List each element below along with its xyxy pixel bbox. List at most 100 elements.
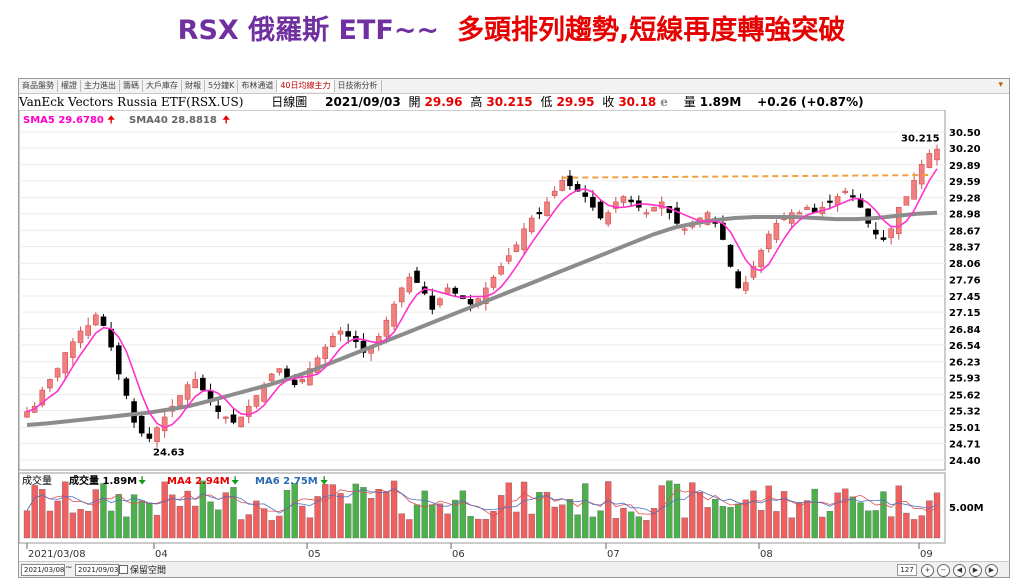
candle-body [406, 276, 413, 293]
zoom-out-icon[interactable]: − [937, 564, 950, 577]
price-tick: 28.67 [949, 226, 981, 237]
tab-5[interactable]: 財報 [182, 80, 205, 92]
volume-bar [926, 500, 933, 539]
volume-label: 量 [683, 95, 696, 109]
price-tick: 27.15 [949, 308, 981, 319]
tab-2[interactable]: 主力進出 [81, 80, 120, 92]
volume-bar [215, 509, 222, 539]
candle-body [70, 341, 76, 358]
tab-1[interactable]: 權證 [58, 80, 81, 92]
tab-7[interactable]: 布林通道 [238, 80, 278, 92]
volume-bar [459, 490, 467, 539]
reserve-space-checkbox[interactable] [119, 565, 128, 574]
candle-body [528, 217, 535, 233]
candle-body [827, 200, 833, 203]
candle-body [24, 411, 30, 418]
date-tick: 06 [452, 549, 465, 560]
sma40-arrow-icon: 🠉 [222, 115, 230, 126]
tab-6[interactable]: 5分鐘K [205, 80, 239, 92]
volume-bar [497, 495, 505, 539]
volume-bar [322, 484, 329, 539]
candle-body [903, 196, 910, 206]
price-chart[interactable]: 30.50 30.20 29.89 29.59 29.28 28.98 28.67 28.37… [19, 110, 1009, 560]
high-annotation: 30.215 [901, 133, 940, 144]
candle-body [934, 148, 940, 161]
scroll-end-icon[interactable]: ▶ [985, 564, 998, 577]
volume-bar [276, 515, 283, 539]
volume-bar [199, 480, 207, 539]
price-tick: 29.59 [949, 177, 981, 188]
price-tick: 29.89 [949, 161, 981, 172]
candlesticks [24, 144, 940, 448]
change-value: +0.26 (+0.87%) [757, 95, 864, 109]
tab-4[interactable]: 大戶庫存 [143, 80, 182, 92]
volume-bar [77, 508, 84, 539]
volume-bar [375, 489, 382, 539]
candle-body [184, 384, 191, 400]
volume-bar [314, 496, 321, 539]
volume-bar [627, 511, 635, 539]
candle-body [360, 340, 367, 353]
zoom-level[interactable]: 127 [897, 564, 917, 576]
volume-bar [383, 491, 390, 539]
date-tick: 08 [760, 549, 773, 560]
start-date-input[interactable]: 2021/03/08 [21, 564, 65, 576]
close-flag: e [660, 95, 668, 109]
candle-body [398, 287, 405, 303]
volume-bar [666, 480, 673, 539]
volume-bar [750, 490, 757, 539]
candle-body [873, 229, 879, 235]
volume-value: 1.89M [699, 95, 742, 109]
candle-body [291, 379, 298, 386]
volume-bar [872, 510, 879, 539]
scroll-right-icon[interactable]: ▶ [969, 564, 982, 577]
period-label[interactable]: 日線圖 [271, 95, 308, 109]
ma4-arrow-icon: 🠋 [231, 476, 239, 487]
low-label: 低 [540, 95, 553, 109]
zoom-in-icon[interactable]: + [921, 564, 934, 577]
ma4-legend: MA4 2.94M [167, 476, 230, 487]
volume-bar [811, 488, 818, 539]
volume-bar [467, 515, 474, 539]
candle-body [437, 298, 443, 306]
candle-body [880, 237, 887, 240]
volume-bar [589, 516, 597, 539]
candle-body [597, 201, 604, 219]
volume-bar [582, 483, 589, 539]
candle-body [559, 180, 566, 191]
volume-bar [681, 517, 688, 539]
price-tick: 24.40 [949, 456, 981, 467]
end-date-input[interactable]: 2021/09/03 [75, 564, 119, 576]
candle-body [674, 207, 680, 224]
candle-body [123, 378, 130, 396]
candle-body [536, 212, 543, 215]
volume-bar [689, 482, 696, 539]
volume-bar [436, 503, 444, 539]
volume-bar [268, 520, 275, 539]
volume-bar [773, 511, 780, 539]
tab-3[interactable]: 籌碼 [120, 80, 143, 92]
volume-bar [237, 519, 245, 539]
tab-0[interactable]: 商品盤勢 [19, 80, 58, 92]
volume-bar [696, 492, 704, 539]
candle-body [276, 368, 283, 373]
volume-bar [727, 507, 734, 539]
candle-body [834, 196, 841, 205]
candle-body [926, 153, 933, 168]
scroll-left-icon[interactable]: ◀ [953, 564, 966, 577]
volume-bar [719, 506, 727, 539]
candle-body [681, 228, 688, 231]
candle-body [590, 196, 596, 208]
candle-body [505, 255, 512, 262]
open-value: 29.96 [424, 95, 463, 109]
candle-body [743, 282, 749, 291]
candle-body [383, 319, 390, 337]
candle-body [643, 212, 650, 215]
volume-bar [169, 494, 176, 539]
price-tick: 24.71 [949, 439, 981, 450]
candle-body [727, 244, 734, 267]
expand-icon[interactable]: ▾ [998, 80, 1003, 90]
tab-9[interactable]: 日技術分析 [335, 80, 382, 92]
candle-body [750, 266, 757, 278]
tab-8[interactable]: 40日均線主力 [277, 80, 335, 92]
